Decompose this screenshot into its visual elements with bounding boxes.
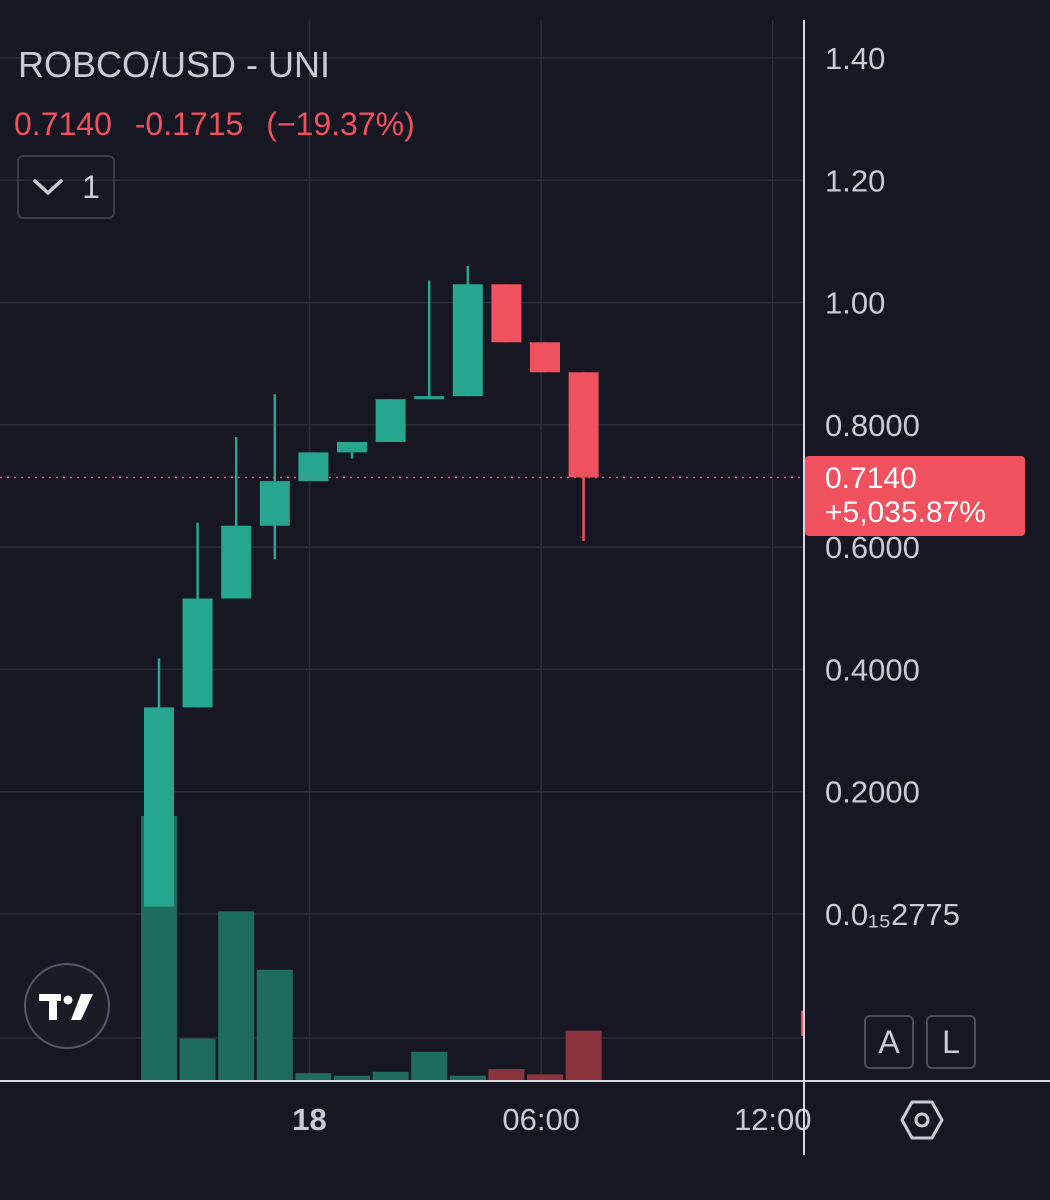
candle-body — [491, 284, 522, 343]
candle-body — [298, 452, 329, 482]
candle-body — [337, 441, 367, 453]
x-tick-label: 18 — [292, 1102, 326, 1137]
interval-label: 1 — [82, 168, 100, 205]
candle-body — [530, 342, 560, 373]
logo-glyph — [39, 994, 93, 1020]
candle-body — [221, 525, 252, 599]
candle-body — [568, 372, 599, 478]
settings-hexagon-icon[interactable] — [900, 1098, 944, 1142]
candle-body — [414, 396, 445, 400]
candle-body — [144, 707, 174, 907]
candle-body — [375, 399, 406, 442]
y-tick-label: 0.0₁₅2775 — [825, 897, 960, 932]
volume-bar — [295, 1073, 332, 1081]
y-tick-label: 0.8000 — [825, 408, 920, 443]
y-tick-label: 0.4000 — [825, 652, 920, 687]
volume-bar — [372, 1071, 409, 1081]
price-quote: 0.7140 -0.1715 (−19.37%) — [14, 106, 429, 143]
interval-button[interactable]: 1 — [17, 155, 115, 219]
volume-bar — [488, 1069, 525, 1081]
price-tag-change: +5,035.87% — [825, 496, 986, 529]
volume-bar — [218, 911, 255, 1081]
last-price-tag: 0.7140 +5,035.87% — [805, 456, 1025, 536]
volume-bar — [334, 1075, 370, 1081]
volume-bar — [449, 1075, 486, 1081]
x-tick-label: 06:00 — [502, 1102, 580, 1137]
volume-bar — [411, 1051, 448, 1081]
y-tick-label: 0.2000 — [825, 775, 920, 810]
volume-bar — [565, 1030, 602, 1081]
candle-body — [452, 284, 483, 397]
symbol-title: ROBCO/USD - UNI — [18, 44, 331, 85]
log-scale-button[interactable]: L — [926, 1015, 976, 1069]
auto-scale-button[interactable]: A — [864, 1015, 914, 1069]
y-tick-label: 1.00 — [825, 286, 885, 321]
tradingview-logo-icon[interactable] — [24, 963, 110, 1049]
chevron-down-icon — [33, 179, 63, 195]
candle-body — [259, 481, 290, 526]
price-change: -0.1715 — [134, 106, 244, 142]
volume-bar — [527, 1074, 563, 1081]
price-change-percent: (−19.37%) — [266, 106, 415, 142]
candle-body — [182, 598, 213, 708]
volume-bar — [256, 969, 293, 1081]
y-tick-label: 1.40 — [825, 41, 885, 76]
last-price: 0.7140 — [14, 106, 112, 142]
y-tick-label: 1.20 — [825, 163, 885, 198]
x-tick-label: 12:00 — [734, 1102, 812, 1137]
volume-bar — [179, 1038, 216, 1081]
price-tag-value: 0.7140 — [825, 462, 917, 495]
